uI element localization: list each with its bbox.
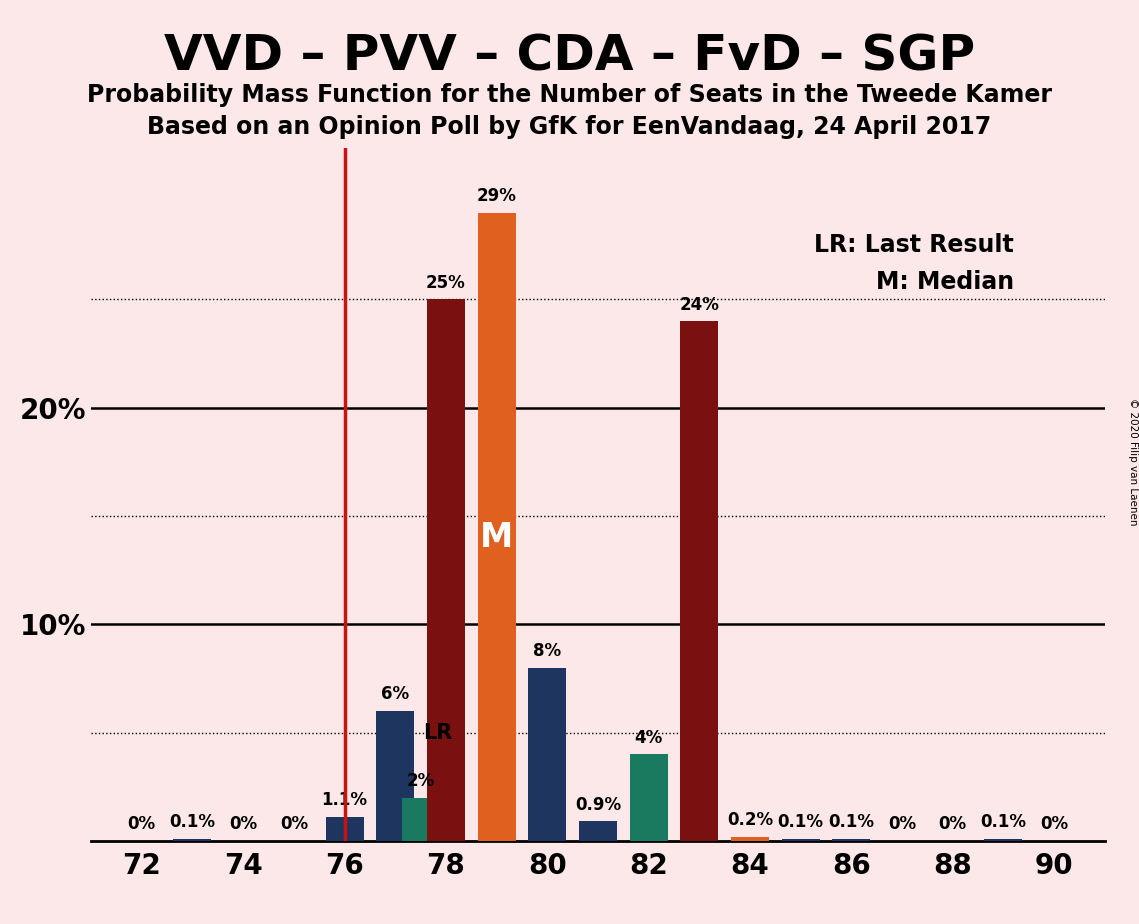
Bar <box>630 754 667 841</box>
Text: M: M <box>480 521 514 554</box>
Text: 0.1%: 0.1% <box>981 813 1026 831</box>
Bar <box>579 821 617 841</box>
Bar <box>528 667 566 841</box>
Text: 0%: 0% <box>128 815 156 833</box>
Text: 0.1%: 0.1% <box>778 813 823 831</box>
Text: © 2020 Filip van Laenen: © 2020 Filip van Laenen <box>1129 398 1138 526</box>
Bar <box>326 817 363 841</box>
Text: VVD – PVV – CDA – FvD – SGP: VVD – PVV – CDA – FvD – SGP <box>164 32 975 80</box>
Text: 1.1%: 1.1% <box>321 792 368 809</box>
Text: 4%: 4% <box>634 729 663 747</box>
Text: 0%: 0% <box>939 815 967 833</box>
Bar <box>173 839 212 841</box>
Bar <box>781 839 820 841</box>
Text: LR: Last Result: LR: Last Result <box>814 233 1014 257</box>
Bar <box>402 797 440 841</box>
Bar <box>680 322 719 841</box>
Text: 2%: 2% <box>407 772 435 790</box>
Text: Based on an Opinion Poll by GfK for EenVandaag, 24 April 2017: Based on an Opinion Poll by GfK for EenV… <box>147 115 992 139</box>
Text: 0%: 0% <box>229 815 257 833</box>
Text: 0%: 0% <box>1040 815 1068 833</box>
Text: 0%: 0% <box>888 815 916 833</box>
Text: 24%: 24% <box>679 296 720 313</box>
Text: 0.9%: 0.9% <box>575 796 621 814</box>
Bar <box>477 213 516 841</box>
Text: 6%: 6% <box>382 686 409 703</box>
Text: 29%: 29% <box>476 188 517 205</box>
Text: LR: LR <box>423 723 452 743</box>
Text: 0.1%: 0.1% <box>828 813 875 831</box>
Bar <box>833 839 870 841</box>
Text: 25%: 25% <box>426 274 466 292</box>
Text: 0.2%: 0.2% <box>727 811 773 829</box>
Bar <box>984 839 1023 841</box>
Text: 8%: 8% <box>533 642 562 660</box>
Text: 0%: 0% <box>280 815 308 833</box>
Text: M: Median: M: Median <box>876 270 1014 294</box>
Bar <box>731 836 769 841</box>
Bar <box>427 299 465 841</box>
Bar <box>376 711 415 841</box>
Text: 0.1%: 0.1% <box>170 813 215 831</box>
Text: Probability Mass Function for the Number of Seats in the Tweede Kamer: Probability Mass Function for the Number… <box>87 83 1052 107</box>
